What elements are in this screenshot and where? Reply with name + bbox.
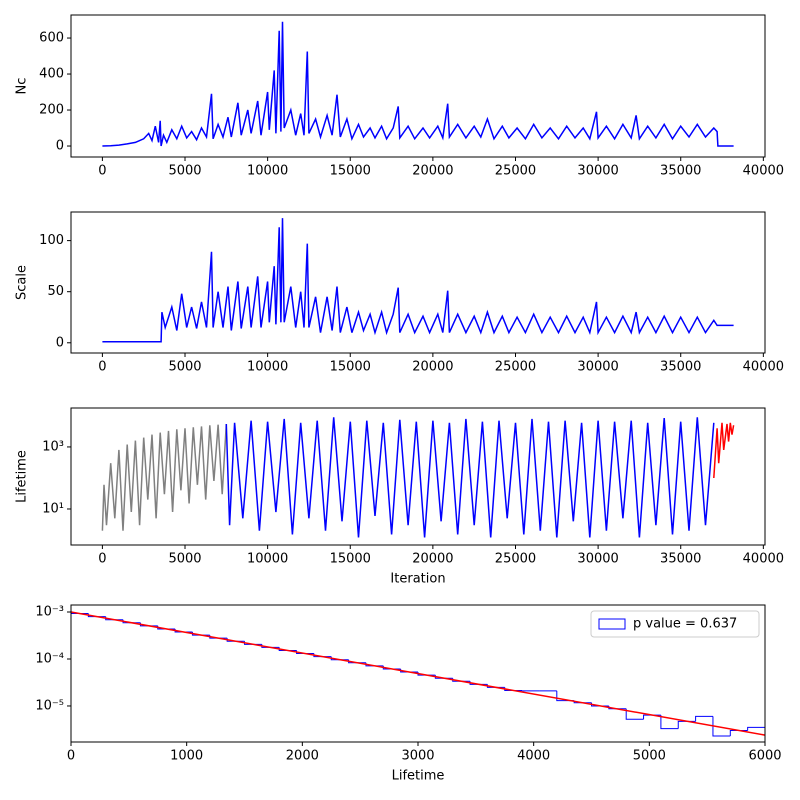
x-tick-label: 0	[98, 360, 106, 375]
x-tick-label: 30000	[577, 360, 618, 375]
y-axis-label: Lifetime	[15, 450, 30, 503]
x-tick-label: 5000	[633, 749, 666, 764]
line	[225, 417, 715, 538]
histogram-bin	[695, 715, 713, 722]
x-tick-label: 25000	[495, 360, 536, 375]
y-tick-label: 0	[56, 139, 64, 154]
y-tick-label: 10¹	[42, 501, 64, 516]
legend-label: p value = 0.637	[633, 617, 737, 632]
y-tick-label: 600	[39, 31, 64, 46]
x-tick-label: 35000	[660, 552, 701, 567]
x-tick-label: 0	[98, 552, 106, 567]
x-tick-label: 0	[98, 164, 106, 179]
y-axis-label: Scale	[15, 265, 30, 300]
legend-swatch	[598, 618, 626, 630]
legend-box	[590, 610, 760, 638]
x-tick-label: 10000	[247, 552, 288, 567]
y-axis-label: Nc	[15, 78, 30, 95]
x-tick-label: 40000	[743, 360, 784, 375]
plot-area	[101, 417, 735, 538]
y-tick-label: 10⁻³	[35, 605, 64, 620]
line	[713, 422, 735, 479]
x-axis-label: Iteration	[390, 572, 445, 587]
histogram-bin	[747, 726, 765, 742]
axes-frame	[70, 14, 766, 158]
y-tick-label: 50	[47, 284, 64, 299]
x-tick-label: 20000	[412, 164, 453, 179]
plot-area	[71, 611, 765, 742]
plot-area	[102, 21, 734, 147]
line	[102, 218, 734, 343]
x-tick-label: 20000	[412, 552, 453, 567]
x-tick-label: 30000	[577, 164, 618, 179]
line	[101, 423, 228, 531]
x-tick-label: 15000	[330, 552, 371, 567]
x-tick-label: 35000	[660, 164, 701, 179]
x-tick-label: 40000	[743, 164, 784, 179]
y-tick-label: 10⁻⁴	[35, 651, 64, 666]
y-tick-label: 400	[39, 67, 64, 82]
x-tick-label: 4000	[517, 749, 550, 764]
axes-frame	[70, 407, 766, 546]
x-tick-label: 20000	[412, 360, 453, 375]
x-tick-label: 35000	[660, 360, 701, 375]
x-tick-label: 5000	[168, 164, 201, 179]
y-tick-label: 0	[56, 335, 64, 350]
x-tick-label: 5000	[168, 552, 201, 567]
y-tick-label: 10³	[42, 439, 64, 454]
histogram-bin	[71, 612, 89, 742]
x-tick-label: 15000	[330, 164, 371, 179]
x-tick-label: 6000	[748, 749, 781, 764]
x-tick-label: 0	[67, 749, 75, 764]
y-tick-label: 10⁻⁵	[35, 698, 64, 713]
x-tick-label: 15000	[330, 360, 371, 375]
x-tick-label: 10000	[247, 360, 288, 375]
line	[102, 21, 734, 147]
histogram-bin	[625, 708, 644, 720]
x-tick-label: 25000	[495, 552, 536, 567]
x-tick-label: 1000	[170, 749, 203, 764]
x-tick-label: 5000	[168, 360, 201, 375]
x-tick-label: 25000	[495, 164, 536, 179]
x-tick-label: 30000	[577, 552, 618, 567]
x-tick-label: 40000	[743, 552, 784, 567]
plot-area	[102, 218, 734, 343]
y-tick-label: 200	[39, 103, 64, 118]
x-tick-label: 2000	[286, 749, 319, 764]
histogram-bin	[660, 715, 679, 730]
x-tick-label: 10000	[247, 164, 288, 179]
axes-frame	[70, 211, 766, 354]
x-axis-label: Lifetime	[392, 769, 445, 784]
axes-frame	[70, 604, 766, 743]
histogram-bin	[712, 716, 731, 737]
x-tick-label: 3000	[401, 749, 434, 764]
y-tick-label: 100	[39, 233, 64, 248]
fit-line	[71, 611, 765, 736]
